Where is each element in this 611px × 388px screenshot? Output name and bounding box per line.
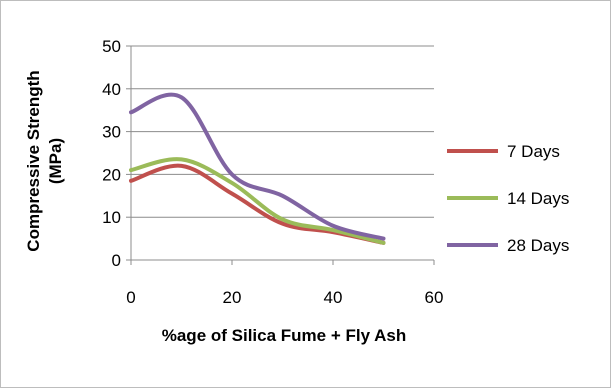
- x-tick-label: 60: [425, 288, 444, 307]
- legend-label-7-days: 7 Days: [507, 142, 560, 161]
- y-tick-labels: 0 10 20 30 40 50: [102, 37, 121, 270]
- y-axis-label: Compressive Strength (MPa): [24, 70, 65, 251]
- y-tick-label: 40: [102, 80, 121, 99]
- x-axis-label: %age of Silica Fume + Fly Ash: [162, 326, 407, 345]
- gridlines: [131, 45, 434, 261]
- x-tick-label: 20: [223, 288, 242, 307]
- y-axis-label-line-2: (MPa): [46, 138, 65, 184]
- y-tick-label: 20: [102, 165, 121, 184]
- y-tick-label: 30: [102, 123, 121, 142]
- axes: [126, 45, 435, 265]
- y-tick-label: 10: [102, 208, 121, 227]
- y-tick-label: 50: [102, 37, 121, 56]
- x-tick-label: 0: [126, 288, 135, 307]
- y-tick-label: 0: [112, 251, 121, 270]
- legend-label-14-days: 14 Days: [507, 189, 569, 208]
- series-line-28-days: [129, 92, 386, 241]
- legend: 7 Days 14 Days 28 Days: [447, 142, 569, 255]
- series-line-14-days: [129, 157, 386, 245]
- series-lines: [129, 92, 386, 245]
- x-tick-labels: 0 20 40 60: [126, 288, 443, 307]
- y-axis-label-line-1: Compressive Strength: [24, 70, 43, 251]
- legend-label-28-days: 28 Days: [507, 236, 569, 255]
- x-tick-label: 40: [324, 288, 343, 307]
